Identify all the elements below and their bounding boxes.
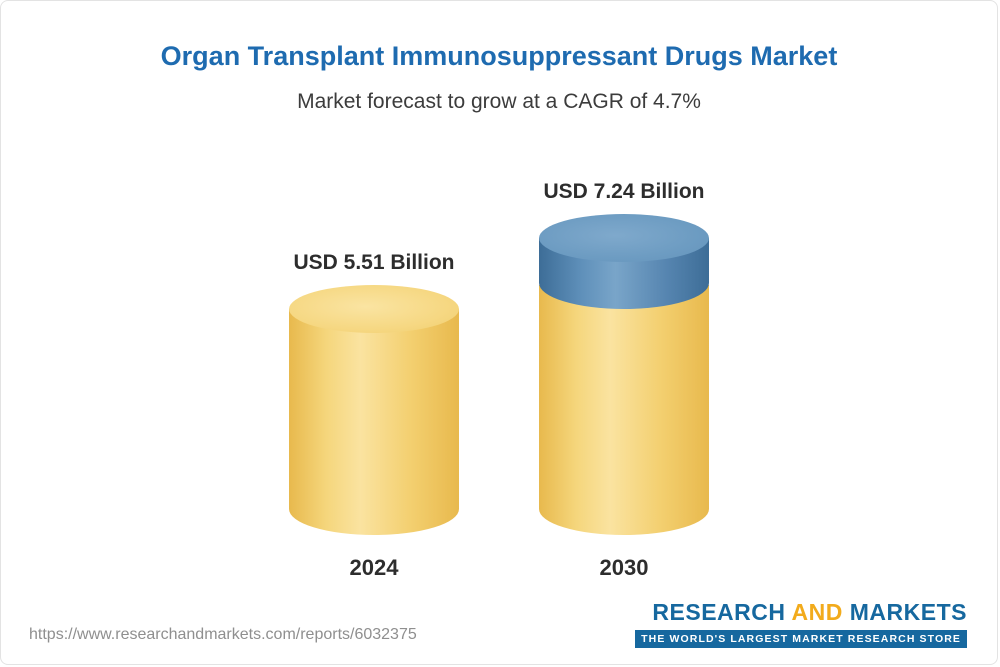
axis-label-2024: 2024 (349, 555, 399, 580)
bar-cylinder-2024 (289, 285, 459, 535)
logo-wordmark: RESEARCH AND MARKETS (635, 599, 967, 626)
chart-title: Organ Transplant Immunosuppressant Drugs… (160, 41, 838, 71)
chart-subtitle: Market forecast to grow at a CAGR of 4.7… (297, 90, 701, 113)
researchandmarkets-logo: RESEARCH AND MARKETS THE WORLD'S LARGEST… (635, 599, 967, 648)
bar-value-label-2030: USD 7.24 Billion (543, 180, 705, 204)
cylinder-body-2024 (289, 309, 459, 535)
bar-value-label-2024: USD 5.51 Billion (293, 251, 455, 275)
logo-word-and: AND (791, 599, 843, 625)
bar-group-2030: USD 7.24 Billion 2030 (539, 180, 709, 581)
source-url: https://www.researchandmarkets.com/repor… (29, 626, 417, 643)
chart-plot-area: USD 5.51 Billion 2024 USD 7.24 Billion 2… (1, 151, 997, 581)
logo-word-research: RESEARCH (652, 599, 786, 625)
axis-label-2030: 2030 (599, 555, 649, 580)
cylinder-top-ellipse-2030 (539, 214, 709, 263)
bar-cylinder-2030 (539, 214, 709, 535)
logo-tagline: THE WORLD'S LARGEST MARKET RESEARCH STOR… (635, 630, 967, 648)
logo-word-markets: MARKETS (849, 599, 967, 625)
bar-group-2024: USD 5.51 Billion 2024 (289, 251, 459, 581)
cylinder-top-ellipse-2024 (289, 285, 459, 334)
chart-header: Organ Transplant Immunosuppressant Drugs… (1, 1, 997, 114)
cylinder-base-segment-2030 (539, 285, 709, 535)
